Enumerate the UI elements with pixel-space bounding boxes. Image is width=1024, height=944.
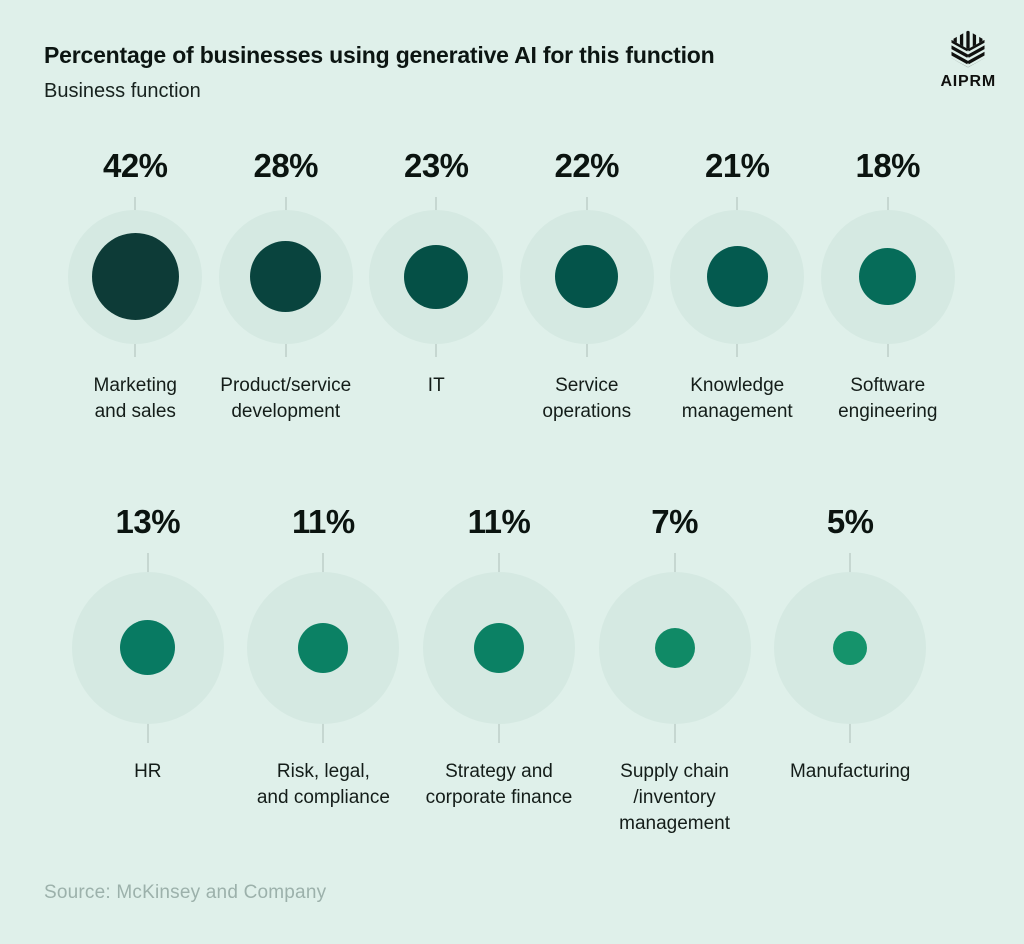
bubble-inner-circle [654,627,695,668]
bubble-inner-circle [298,622,349,673]
bubble-area [662,196,813,357]
axis-label-business-function: Business function [44,79,201,102]
bubble-column-service-operations: 22% Service operations [512,147,663,425]
category-label: Marketing and sales [93,374,177,422]
bubble-area [236,552,412,743]
bubble-outer-circle [598,571,751,724]
bubble-area [60,196,211,357]
bubble-outer-circle [774,571,927,724]
brand-name: AIPRM [940,73,996,90]
bubble-area [813,196,964,357]
bubble-area [587,552,763,743]
category-label: Risk, legal, and compliance [256,760,390,808]
bubble-inner-circle [859,248,917,306]
category-label: HR [134,760,162,782]
bubble-column-risk-legal-and-compliance: 11% Risk, legal, and compliance [236,503,412,837]
category-label: Manufacturing [789,760,911,782]
value-label: 22% [554,146,620,184]
category-label: Strategy and corporate finance [425,760,573,808]
page-title: Percentage of businesses using generativ… [44,42,715,68]
bubble-column-product-service-development: 28% Product/service development [211,147,362,425]
category-label: Knowledge management [681,374,793,422]
bubble-inner-circle [473,622,524,673]
bubble-area [411,552,587,743]
value-label: 18% [855,146,921,184]
footer: Source: McKinsey and Company [44,882,326,904]
bubble-chart: 42% Marketing and sales 28% Product/service… [0,147,1024,837]
bubble-column-hr: 13% HR [60,503,236,837]
value-label: 11% [467,502,531,540]
value-label: 28% [253,146,319,184]
bubble-outer-circle [519,209,654,344]
aiprm-logo-icon [951,30,985,68]
bubble-area [211,196,362,357]
category-label: Product/service development [220,374,352,422]
source-note: Source: McKinsey and Company [44,882,327,903]
value-label: 13% [115,502,181,540]
category-label: Service operations [542,374,632,422]
category-label: Supply chain /inventory management [619,760,731,834]
bubble-inner-circle [120,620,176,676]
bubble-row-1: 42% Marketing and sales 28% Product/service… [0,147,1024,425]
bubble-column-knowledge-management: 21% Knowledge management [662,147,813,425]
value-label: 7% [651,502,698,540]
bubble-column-it: 23% IT [361,147,512,425]
bubble-column-strategy-and-corporate-finance: 11% Strategy and corporate finance [411,503,587,837]
header-titles: Percentage of businesses using generativ… [44,42,715,103]
bubble-area [60,552,236,743]
value-label: 21% [704,146,770,184]
category-label: Software engineering [838,374,938,422]
value-label: 23% [403,146,469,184]
value-label: 42% [102,146,168,184]
bubble-outer-circle [670,209,805,344]
bubble-column-supply-chain-inventory-management: 7% Supply chain /inventory management [587,503,763,837]
bubble-inner-circle [833,630,868,665]
value-label: 11% [292,502,355,540]
bubble-area [512,196,663,357]
bubble-column-marketing-and-sales: 42% Marketing and sales [60,147,211,425]
bubble-outer-circle [369,209,504,344]
bubble-outer-circle [422,571,575,724]
bubble-inner-circle [555,245,619,309]
bubble-outer-circle [71,571,224,724]
bubble-column-manufacturing: 5% Manufacturing [762,503,938,837]
bubble-inner-circle [250,241,322,313]
bubble-area [361,196,512,357]
value-label: 5% [826,502,874,540]
bubble-inner-circle [404,244,469,309]
bubble-outer-circle [218,209,353,344]
category-label: IT [427,374,445,396]
bubble-row-2: 13% HR 11% Risk, legal, and compliance 11% St… [0,503,1024,837]
bubble-inner-circle [91,233,179,321]
bubble-outer-circle [68,209,203,344]
bubble-inner-circle [706,246,768,308]
bubble-column-software-engineering: 18% Software engineering [813,147,964,425]
header: Percentage of businesses using generativ… [0,0,1024,103]
brand-lockup: AIPRM [940,28,996,91]
bubble-area [762,552,938,743]
bubble-outer-circle [820,209,955,344]
bubble-outer-circle [247,571,400,724]
